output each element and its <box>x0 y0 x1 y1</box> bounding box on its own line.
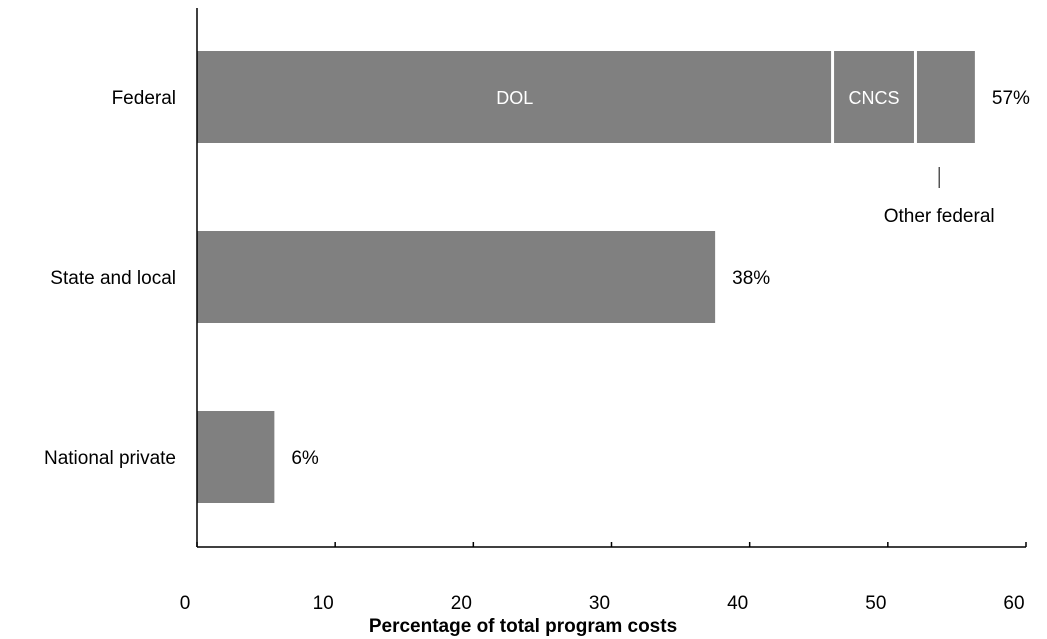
category-label-national-private: National private <box>44 448 176 469</box>
total-label-federal: 57% <box>992 88 1030 109</box>
x-tick-label-60: 60 <box>1003 593 1024 614</box>
bar-segment-federal-other-federal <box>915 51 975 143</box>
x-tick-label-0: 0 <box>180 593 191 614</box>
x-tick-label-20: 20 <box>451 593 472 614</box>
bars-layer <box>197 51 975 503</box>
x-tick-label-40: 40 <box>727 593 748 614</box>
bar-segment-federal-cncs <box>832 51 916 143</box>
annotation-other-federal: Other federal <box>884 206 995 227</box>
bar-segment-national-private-bar <box>197 411 275 503</box>
labels-layer: Federal DOL CNCS 57% State and local 38% Natio… <box>44 88 1030 469</box>
bar-segment-state-and-local-bar <box>197 231 716 323</box>
segment-label-cncs: CNCS <box>849 88 900 108</box>
category-label-federal: Federal <box>112 88 176 109</box>
category-label-state-and-local: State and local <box>50 268 176 289</box>
bar-segment-federal-dol <box>197 51 833 143</box>
x-axis-title: Percentage of total program costs <box>369 616 677 637</box>
total-label-national-private: 6% <box>291 448 319 469</box>
x-tick-label-50: 50 <box>865 593 886 614</box>
x-tick-label-10: 10 <box>313 593 334 614</box>
x-tick-label-30: 30 <box>589 593 610 614</box>
x-ticks-layer: 0 10 20 30 40 50 60 <box>180 542 1027 614</box>
total-label-state-and-local: 38% <box>732 268 770 289</box>
segment-label-dol: DOL <box>496 88 533 108</box>
